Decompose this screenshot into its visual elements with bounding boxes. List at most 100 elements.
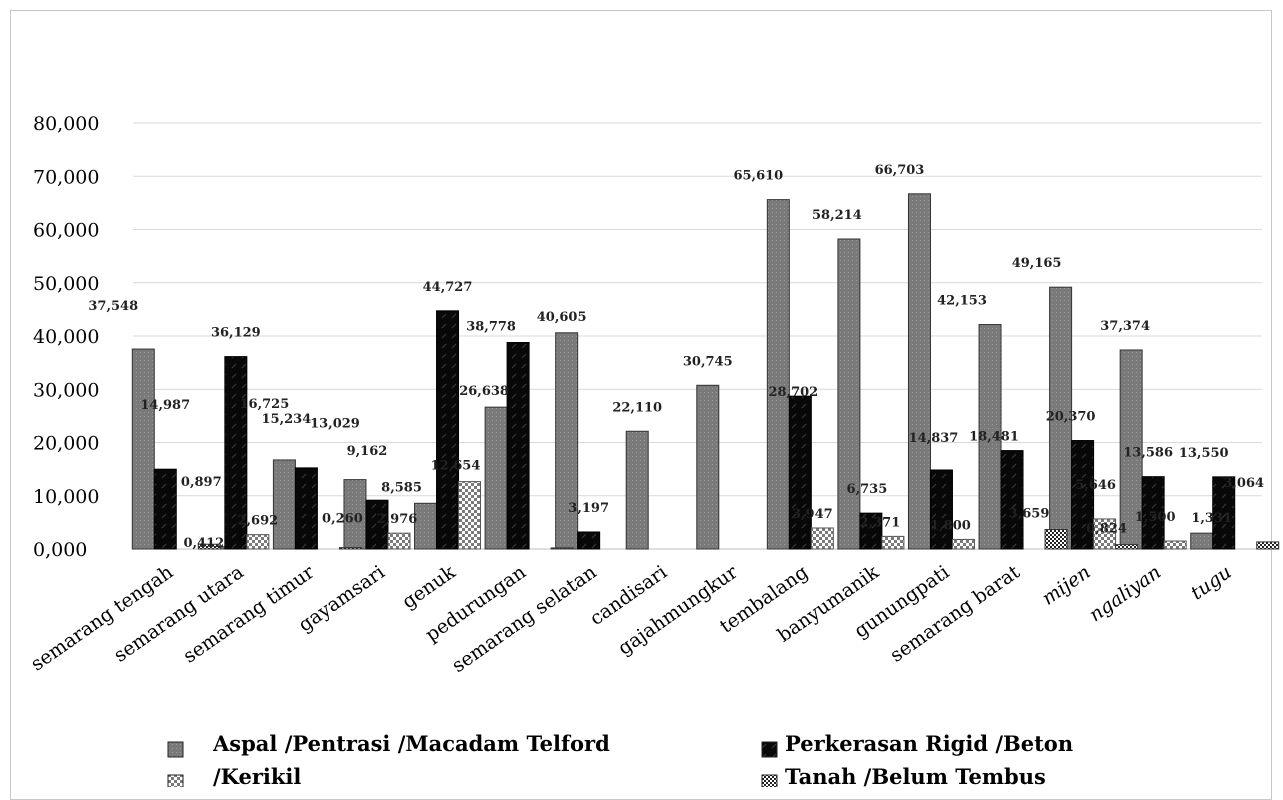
data-label-0-9: 65,610 [733,169,783,184]
bar-1-5 [506,342,530,550]
bar-0-8 [696,384,720,550]
bar-1-10 [859,512,883,550]
data-label-1-10: 6,735 [847,482,888,497]
bar-1-3 [365,499,389,550]
bar-0-5 [484,406,508,550]
bar-1-13 [1071,440,1095,550]
y-tick-label: 40,000 [33,326,99,348]
category-label: ngaliyan [1085,561,1165,626]
data-label-2-14: 1,500 [1135,510,1176,525]
bar-3-12 [1044,529,1068,550]
data-label-3-12: 3,659 [1009,507,1050,522]
bar-1-4 [436,310,460,550]
y-tick-label: 70,000 [33,166,99,188]
data-label-1-9: 28,702 [768,385,818,400]
data-label-1-6: 3,197 [568,501,609,516]
data-label-0-5: 26,638 [459,384,509,399]
data-label-1-14: 13,586 [1123,446,1173,461]
bar-1-1 [224,356,248,550]
data-label-1-1: 36,129 [211,326,261,341]
bar-1-11 [929,469,953,550]
data-label-0-12: 42,153 [937,294,987,309]
data-label-2-10: 2,371 [860,515,901,530]
bar-2-9 [810,527,834,550]
category-label: gajahmungkur [614,561,742,660]
data-label-1-5: 38,778 [466,320,516,335]
bar-0-15 [1190,532,1214,550]
data-label-0-1: 0,412 [183,536,224,551]
data-label-3-15: 1,331 [1191,511,1232,526]
bar-1-6 [577,531,601,550]
bar-0-4 [414,502,438,550]
bar-3-0 [197,543,221,550]
legend-label: Aspal /Pentrasi /Macadam Telford [212,731,610,756]
y-tick-label: 60,000 [33,220,99,242]
data-label-0-3: 13,029 [310,417,360,432]
y-tick-label: 30,000 [33,379,99,401]
data-label-1-15: 13,550 [1179,446,1229,461]
legend-swatch [761,774,778,787]
data-label-2-9: 3,947 [792,507,833,522]
y-tick-label: 80,000 [33,113,99,135]
data-label-0-14: 37,374 [1100,319,1150,334]
bar-0-11 [907,193,931,550]
y-tick-label: 20,000 [33,433,99,455]
data-labels: 37,548 0,412 16,725 13,029 8,585 26,638 40,605… [88,163,1264,551]
legend: Aspal /Pentrasi /Macadam Telford Perkeras… [167,731,1073,787]
data-label-0-2: 16,725 [240,397,290,412]
data-label-1-3: 9,162 [347,444,388,459]
data-label-0-0: 37,548 [88,299,138,314]
bar-3-15 [1256,541,1280,550]
data-label-2-3: 2,976 [377,512,418,527]
bar-1-9 [788,395,812,550]
data-label-1-11: 14,837 [909,431,959,446]
bar-0-0 [131,348,155,550]
data-label-2-15: 3,064 [1223,476,1264,491]
bar-0-9 [766,199,790,550]
bar-2-10 [881,535,905,550]
category-label: semarang utara [110,561,248,667]
data-label-0-4: 8,585 [381,480,422,495]
bar-1-14 [1141,476,1165,550]
data-label-0-6: 40,605 [537,310,587,325]
data-label-3-2: 0,260 [322,512,363,527]
data-label-0-8: 30,745 [683,354,733,369]
bar-1-15 [1212,476,1236,550]
legend-label: Perkerasan Rigid /Beton [785,731,1073,756]
bar-2-11 [951,538,975,550]
bar-2-3 [387,532,411,550]
bar-2-1 [246,534,270,550]
bar-1-2 [294,467,318,550]
category-label: semarang barat [886,561,1024,667]
legend-swatch [167,774,184,787]
data-label-2-13: 5,646 [1075,478,1116,493]
bar-0-6 [555,332,579,550]
legend-label: Tanah /Belum Tembus [785,764,1046,787]
data-label-2-1: 2,692 [237,514,278,529]
data-label-0-11: 66,703 [875,163,925,178]
bar-0-2 [272,459,296,550]
data-label-1-12: 18,481 [969,430,1019,445]
data-label-0-7: 22,110 [612,400,662,415]
data-label-1-0: 14,987 [140,398,190,413]
data-label-1-4: 44,727 [423,280,473,295]
data-label-1-2: 15,234 [262,412,312,427]
bar-2-13 [1093,518,1117,550]
data-label-3-0: 0,897 [181,475,222,490]
y-tick-label: 10,000 [33,486,99,508]
bar-3-13 [1115,544,1139,550]
data-label-2-4: 12,654 [431,459,481,474]
data-label-0-13: 49,165 [1012,256,1062,271]
legend-swatch [167,741,184,758]
category-label: tugu [1187,561,1236,604]
legend-swatch [761,741,778,758]
bar-3-2 [338,547,362,550]
category-label: genuk [398,561,460,613]
bar-2-14 [1163,540,1187,550]
data-label-1-13: 20,370 [1046,410,1096,425]
bar-0-10 [837,238,861,550]
bar-1-0 [153,468,177,550]
category-label: semarang timur [179,561,319,668]
